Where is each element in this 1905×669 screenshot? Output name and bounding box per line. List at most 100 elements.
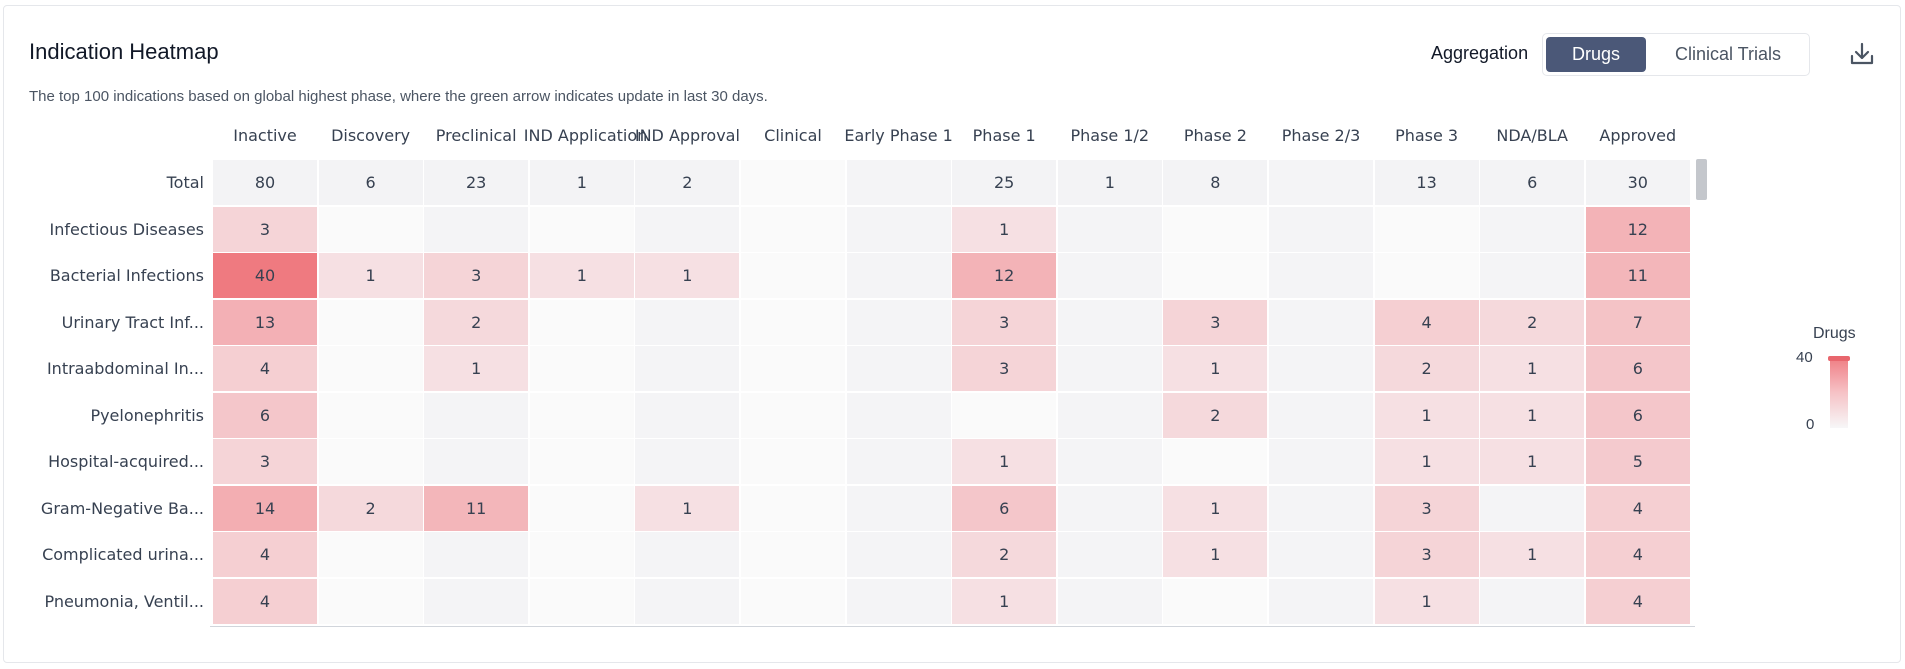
column-header: Preclinical — [418, 126, 534, 150]
row-header: Pyelonephritis — [20, 393, 204, 438]
heatmap-cell[interactable]: 1 — [1375, 393, 1479, 438]
legend-color-scale[interactable] — [1830, 356, 1848, 428]
heatmap-cell[interactable]: 4 — [1375, 300, 1479, 345]
heatmap-cell[interactable]: 3 — [213, 439, 317, 484]
heatmap-cell[interactable]: 6 — [319, 160, 423, 205]
heatmap-cell[interactable]: 6 — [952, 486, 1056, 531]
download-icon[interactable] — [1847, 39, 1877, 69]
heatmap-cell[interactable]: 1 — [1480, 346, 1584, 391]
heatmap-cell — [847, 346, 951, 391]
heatmap-cell[interactable]: 3 — [952, 300, 1056, 345]
heatmap-cell[interactable]: 5 — [1586, 439, 1690, 484]
column-header: Clinical — [735, 126, 851, 150]
heatmap-cell[interactable]: 3 — [952, 346, 1056, 391]
heatmap-cell[interactable]: 4 — [1586, 486, 1690, 531]
column-header: Phase 3 — [1369, 126, 1485, 150]
heatmap-cell[interactable]: 23 — [424, 160, 528, 205]
heatmap-cell[interactable]: 6 — [213, 393, 317, 438]
heatmap-cell[interactable]: 1 — [635, 486, 739, 531]
column-header: Phase 1/2 — [1052, 126, 1168, 150]
heatmap-cell[interactable]: 4 — [1586, 579, 1690, 624]
heatmap-cell[interactable]: 8 — [1163, 160, 1267, 205]
heatmap-cell[interactable]: 1 — [424, 346, 528, 391]
column-header: Discovery — [313, 126, 429, 150]
row-header: Hospital-acquired... — [20, 439, 204, 484]
heatmap-cell[interactable]: 2 — [1163, 393, 1267, 438]
heatmap-cell — [952, 393, 1056, 438]
heatmap-cell[interactable]: 3 — [1375, 532, 1479, 577]
heatmap-cell — [319, 579, 423, 624]
heatmap-cell[interactable]: 2 — [1480, 300, 1584, 345]
heatmap-cell — [530, 532, 634, 577]
heatmap-cell[interactable]: 40 — [213, 253, 317, 298]
heatmap-cell[interactable]: 1 — [530, 160, 634, 205]
heatmap-cell[interactable]: 25 — [952, 160, 1056, 205]
heatmap-cell[interactable]: 6 — [1480, 160, 1584, 205]
heatmap-cell[interactable]: 1 — [1480, 532, 1584, 577]
heatmap-cell — [1480, 486, 1584, 531]
heatmap-cell[interactable]: 1 — [952, 439, 1056, 484]
heatmap-cell — [847, 439, 951, 484]
heatmap-cell[interactable]: 13 — [213, 300, 317, 345]
heatmap-cell[interactable]: 1 — [1163, 532, 1267, 577]
heatmap-cell[interactable]: 1 — [952, 207, 1056, 252]
heatmap-cell — [847, 207, 951, 252]
heatmap-cell — [530, 300, 634, 345]
heatmap-cell[interactable]: 2 — [1375, 346, 1479, 391]
heatmap-cell[interactable]: 1 — [1480, 393, 1584, 438]
heatmap-cell[interactable]: 3 — [1163, 300, 1267, 345]
heatmap-cell[interactable]: 4 — [213, 532, 317, 577]
heatmap-cell[interactable]: 2 — [635, 160, 739, 205]
heatmap-cell[interactable]: 1 — [530, 253, 634, 298]
heatmap-cell[interactable]: 3 — [424, 253, 528, 298]
aggregation-drugs-button[interactable]: Drugs — [1546, 37, 1646, 72]
column-header: Approved — [1580, 126, 1696, 150]
column-header: Phase 2/3 — [1263, 126, 1379, 150]
heatmap-cell — [530, 346, 634, 391]
heatmap-cell[interactable]: 13 — [1375, 160, 1479, 205]
heatmap-cell[interactable]: 1 — [1480, 439, 1584, 484]
heatmap-cell[interactable]: 12 — [1586, 207, 1690, 252]
heatmap-cell[interactable]: 2 — [319, 486, 423, 531]
heatmap-cell[interactable]: 2 — [952, 532, 1056, 577]
heatmap-cell — [1058, 532, 1162, 577]
heatmap-cell[interactable]: 3 — [213, 207, 317, 252]
heatmap-cell[interactable]: 4 — [213, 346, 317, 391]
heatmap-cell[interactable]: 3 — [1375, 486, 1479, 531]
heatmap-cell — [424, 207, 528, 252]
heatmap-cell[interactable]: 1 — [319, 253, 423, 298]
heatmap-cell[interactable]: 11 — [1586, 253, 1690, 298]
heatmap-cell[interactable]: 11 — [424, 486, 528, 531]
heatmap-cell[interactable]: 4 — [213, 579, 317, 624]
heatmap-cell — [1269, 346, 1373, 391]
heatmap-cell[interactable]: 1 — [1375, 439, 1479, 484]
heatmap-cell[interactable]: 12 — [952, 253, 1056, 298]
heatmap-cell[interactable]: 1 — [1375, 579, 1479, 624]
heatmap-cell — [1269, 393, 1373, 438]
heatmap-cell[interactable]: 30 — [1586, 160, 1690, 205]
heatmap-cell[interactable]: 14 — [213, 486, 317, 531]
legend-title: Drugs — [1813, 325, 1856, 343]
heatmap-cell[interactable]: 1 — [1163, 486, 1267, 531]
heatmap-cell[interactable]: 1 — [952, 579, 1056, 624]
heatmap-cell[interactable]: 1 — [635, 253, 739, 298]
heatmap-cell[interactable]: 1 — [1163, 346, 1267, 391]
aggregation-clinical-trials-button[interactable]: Clinical Trials — [1649, 37, 1807, 72]
heatmap-cell[interactable]: 7 — [1586, 300, 1690, 345]
legend-handle[interactable] — [1828, 356, 1850, 361]
row-header: Gram-Negative Ba... — [20, 486, 204, 531]
heatmap-cell — [1058, 346, 1162, 391]
heatmap-cell[interactable]: 6 — [1586, 346, 1690, 391]
heatmap-cell — [1163, 207, 1267, 252]
heatmap-cell[interactable]: 6 — [1586, 393, 1690, 438]
heatmap-cell — [1058, 253, 1162, 298]
heatmap-cell[interactable]: 80 — [213, 160, 317, 205]
heatmap-cell[interactable]: 1 — [1058, 160, 1162, 205]
heatmap-cell — [424, 532, 528, 577]
vertical-scrollbar[interactable] — [1696, 159, 1707, 200]
heatmap-cell[interactable]: 2 — [424, 300, 528, 345]
heatmap-cell[interactable]: 4 — [1586, 532, 1690, 577]
heatmap-cell — [635, 393, 739, 438]
heatmap-cell — [424, 393, 528, 438]
heatmap-cell — [741, 532, 845, 577]
